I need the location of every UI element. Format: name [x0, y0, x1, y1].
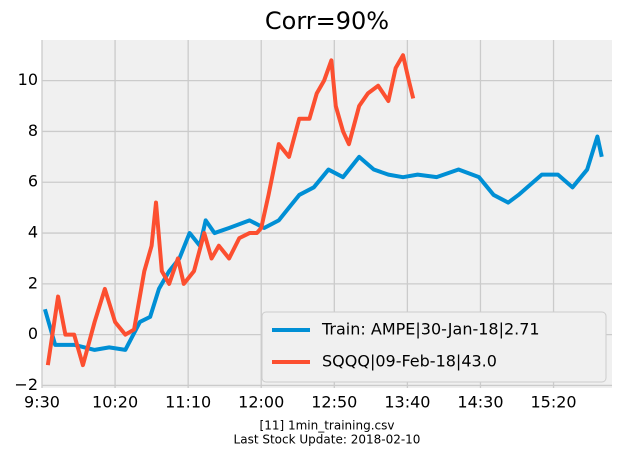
y-tick-label: 6 [28, 172, 38, 191]
series-line [45, 53, 416, 368]
series-line [43, 134, 604, 352]
y-tick-label: 8 [28, 121, 38, 140]
y-tick-label: 4 [28, 223, 38, 242]
legend-label: Train: AMPE|30-Jan-18|2.71 [321, 320, 540, 339]
y-tick-label: 10 [18, 70, 38, 89]
x-tick-label: 13:40 [384, 393, 430, 412]
x-tick-label: 12:50 [311, 393, 357, 412]
footnote: Last Stock Update: 2018-02-10 [234, 433, 421, 447]
x-tick-label: 14:30 [457, 393, 503, 412]
y-tick-label: −2 [14, 375, 38, 394]
legend-box [261, 311, 607, 383]
x-tick-label: 9:30 [24, 393, 60, 412]
x-tick-label: 10:20 [92, 393, 138, 412]
chart-title: Corr=90% [265, 7, 389, 35]
y-tick-label: 2 [28, 273, 38, 292]
y-tick-label: 0 [28, 324, 38, 343]
x-tick-label: 12:00 [238, 393, 284, 412]
x-tick-label: 11:10 [165, 393, 211, 412]
x-tick-label: 15:20 [530, 393, 576, 412]
legend-label: SQQQ|09-Feb-18|43.0 [322, 352, 497, 371]
footnote: [11] 1min_training.csv [260, 419, 395, 433]
